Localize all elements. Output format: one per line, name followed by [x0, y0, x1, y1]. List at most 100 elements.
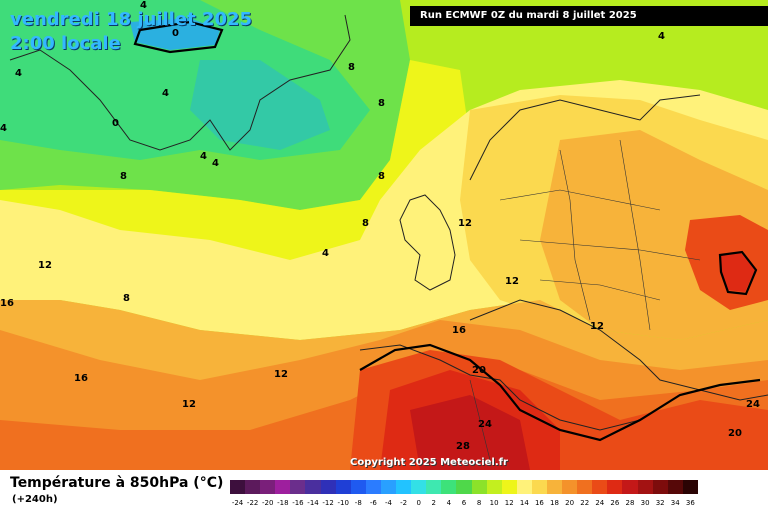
color-scale-tick: -18 — [277, 499, 289, 507]
color-scale-swatch — [320, 480, 336, 494]
isotherm-label: 4 — [162, 88, 169, 99]
isotherm-label: 4 — [15, 68, 22, 79]
color-scale-tick: -2 — [400, 499, 408, 507]
color-scale-tick: -20 — [262, 499, 274, 507]
isotherm-label: 8 — [378, 98, 385, 109]
isotherm-label: 8 — [348, 62, 355, 73]
isotherm-label: 24 — [478, 419, 492, 430]
color-scale-swatch — [531, 480, 547, 494]
forecast-lead-time: (+240h) — [12, 494, 58, 505]
color-scale-tick: 14 — [519, 499, 529, 507]
isotherm-label: 28 — [456, 441, 470, 452]
color-scale-swatch — [607, 480, 623, 494]
color-scale-tick: 32 — [655, 499, 665, 507]
color-scale-swatch — [260, 480, 276, 494]
color-scale-tick: 18 — [550, 499, 559, 507]
color-scale-swatch — [305, 480, 321, 494]
map-canvas: 4 0 4 8 4 0 8 4 4 8 4 4 8 8 8 4 12 12 12… — [0, 0, 768, 470]
isotherm-label: 12 — [182, 399, 196, 410]
color-scale-swatch — [335, 480, 351, 494]
color-scale — [230, 480, 698, 494]
color-scale-tick: 16 — [534, 499, 544, 507]
color-scale-tick: 28 — [625, 499, 635, 507]
color-scale-swatch — [667, 480, 683, 494]
isotherm-label: 12 — [38, 260, 52, 271]
isotherm-label: 8 — [378, 171, 385, 182]
color-scale-tick: 24 — [595, 499, 605, 507]
run-info-banner: Run ECMWF 0Z du mardi 8 juillet 2025 — [410, 6, 768, 26]
color-scale-swatch — [245, 480, 261, 494]
color-scale-swatch — [592, 480, 608, 494]
color-scale-tick: 8 — [476, 499, 482, 507]
isotherm-label: 4 — [322, 248, 329, 259]
copyright-notice: Copyright 2025 Meteociel.fr — [350, 457, 508, 468]
color-scale-tick: 12 — [504, 499, 514, 507]
color-scale-swatch — [396, 480, 412, 494]
color-scale-tick: 34 — [670, 499, 680, 507]
color-scale-swatch — [441, 480, 457, 494]
color-scale-tick: 36 — [685, 499, 695, 507]
color-scale-swatch — [411, 480, 427, 494]
color-scale-swatch — [577, 480, 593, 494]
color-scale-tick: 2 — [431, 499, 436, 507]
valid-date: vendredi 18 juillet 2025 — [10, 9, 253, 30]
color-scale-swatch — [456, 480, 472, 494]
color-scale-swatch — [350, 480, 366, 494]
color-scale-tick: -22 — [246, 499, 259, 507]
color-scale-swatch — [682, 480, 698, 494]
isotherm-label: 4 — [200, 151, 207, 162]
legend-title: Température à 850hPa (°C) — [10, 475, 224, 491]
color-scale-swatch — [516, 480, 532, 494]
color-scale-swatch — [546, 480, 563, 494]
isotherm-label: 20 — [728, 428, 742, 439]
color-scale-tick: 26 — [610, 499, 620, 507]
color-scale-swatch — [622, 480, 638, 494]
isotherm-label: 12 — [274, 369, 288, 380]
color-scale-tick: 20 — [565, 499, 575, 507]
color-scale-tick: 10 — [489, 499, 499, 507]
isotherm-label: 24 — [746, 399, 760, 410]
color-scale-tick: 6 — [461, 499, 467, 507]
color-scale-tick: -8 — [354, 499, 362, 507]
color-scale-ticks: -24 -22 -20 -18 -16 -14 -12 -10 -8 -6 -4 -2 0 2 4 6 8 10 1… — [230, 497, 698, 509]
color-scale-swatch — [380, 480, 397, 494]
color-scale-swatch — [637, 480, 653, 494]
isotherm-label: 16 — [0, 298, 14, 309]
color-scale-swatch — [426, 480, 442, 494]
color-scale-swatch — [365, 480, 381, 494]
isotherm-label: 0 — [172, 28, 179, 39]
isotherm-label: 4 — [658, 31, 665, 42]
color-scale-tick: -24 — [231, 499, 244, 507]
isotherm-label: 12 — [505, 276, 519, 287]
color-scale-tick: 4 — [446, 499, 452, 507]
isotherm-label: 12 — [458, 218, 472, 229]
color-scale-swatch — [501, 480, 517, 494]
isotherm-label: 4 — [140, 0, 147, 11]
color-scale-tick: -10 — [337, 499, 349, 507]
temperature-map: 4 0 4 8 4 0 8 4 4 8 4 4 8 8 8 4 12 12 12… — [0, 0, 768, 470]
color-scale-tick: -14 — [307, 499, 319, 507]
legend-footer: Température à 850hPa (°C) (+240h) -24 -22… — [0, 470, 768, 512]
isotherm-label: 4 — [0, 123, 7, 134]
color-scale-tick: -4 — [384, 499, 392, 507]
color-scale-tick: -6 — [369, 499, 377, 507]
isotherm-label: 20 — [472, 365, 486, 376]
color-scale-tick: 22 — [580, 499, 590, 507]
isotherm-label: 8 — [362, 218, 369, 229]
isotherm-label: 16 — [452, 325, 466, 336]
color-scale-swatch — [562, 480, 578, 494]
color-scale-swatch — [652, 480, 668, 494]
valid-time: 2:00 locale — [10, 33, 121, 54]
isotherm-label: 4 — [212, 158, 219, 169]
color-scale-swatch — [290, 480, 306, 494]
isotherm-label: 12 — [590, 321, 604, 332]
color-scale-swatch — [471, 480, 487, 494]
color-scale-swatch — [275, 480, 291, 494]
color-scale-tick: 0 — [416, 499, 421, 507]
isotherm-label: 16 — [74, 373, 88, 384]
color-scale-swatch — [230, 480, 246, 494]
color-scale-tick: -16 — [292, 499, 304, 507]
isotherm-label: 0 — [112, 118, 119, 129]
color-scale-tick: 30 — [640, 499, 650, 507]
